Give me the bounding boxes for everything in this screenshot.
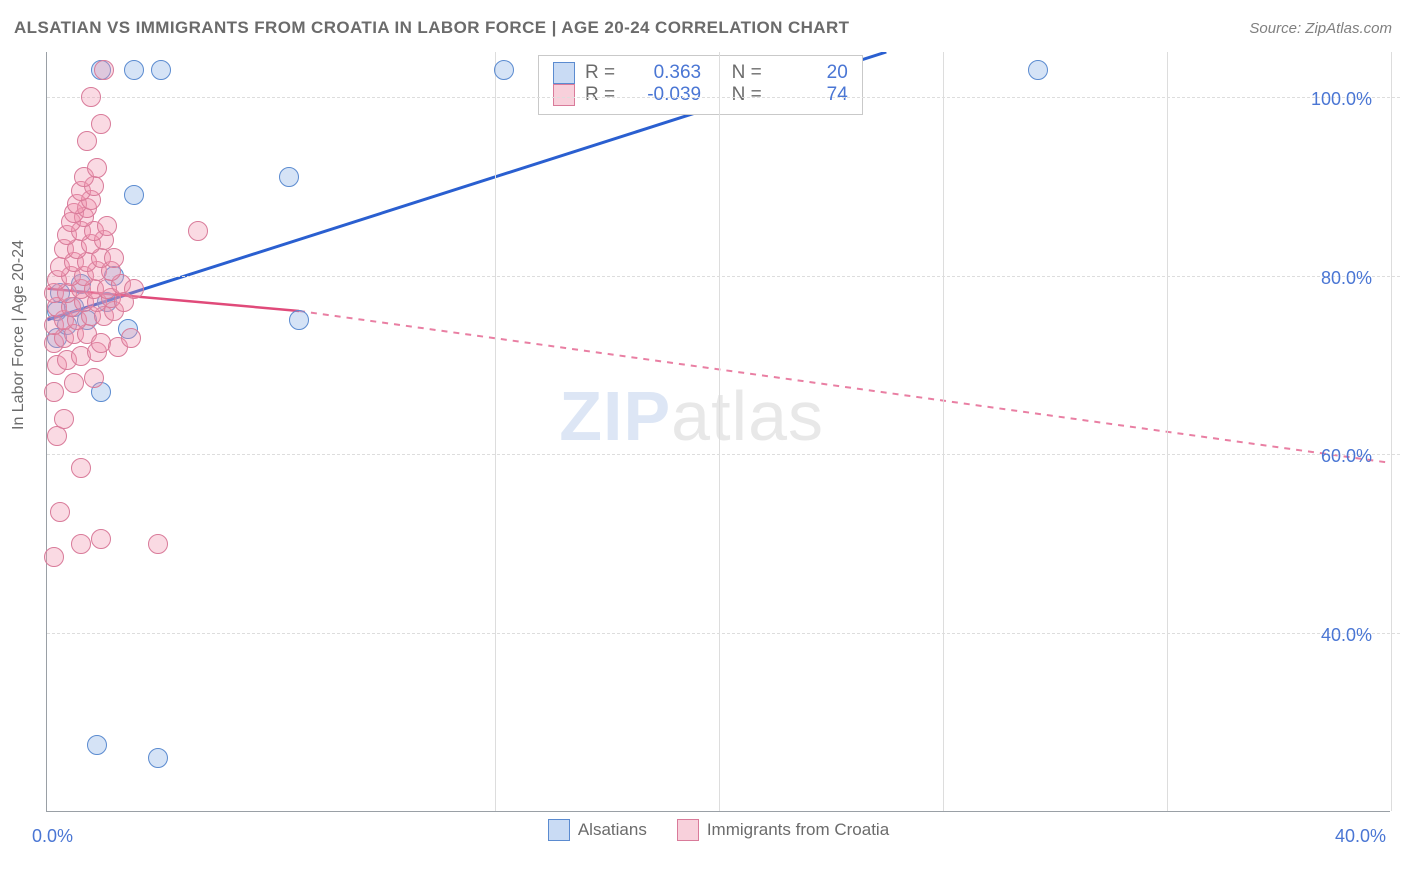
data-point <box>97 216 117 236</box>
data-point <box>84 368 104 388</box>
x-axis-max-label: 40.0% <box>1335 826 1386 847</box>
data-point <box>44 382 64 402</box>
gridline-h <box>47 454 1400 455</box>
legend-row-croatia: R = -0.039 N = 74 <box>553 84 848 106</box>
data-point <box>81 87 101 107</box>
scatter-plot: ZIPatlas R = 0.363 N = 20 R = -0.039 N =… <box>46 52 1390 812</box>
data-point <box>87 735 107 755</box>
gridline-h <box>47 276 1400 277</box>
watermark: ZIPatlas <box>559 376 824 456</box>
gridline-v <box>719 52 720 811</box>
data-point <box>47 426 67 446</box>
gridline-v <box>1391 52 1392 811</box>
legend-item-alsatians: Alsatians <box>548 819 647 841</box>
data-point <box>91 529 111 549</box>
y-tick-label: 80.0% <box>1321 268 1372 289</box>
gridline-v <box>943 52 944 811</box>
legend-row-alsatians: R = 0.363 N = 20 <box>553 62 848 84</box>
y-tick-label: 100.0% <box>1311 89 1372 110</box>
data-point <box>148 748 168 768</box>
header: ALSATIAN VS IMMIGRANTS FROM CROATIA IN L… <box>14 18 1392 38</box>
data-point <box>289 310 309 330</box>
data-point <box>91 114 111 134</box>
y-tick-label: 60.0% <box>1321 446 1372 467</box>
data-point <box>124 60 144 80</box>
legend-item-croatia: Immigrants from Croatia <box>677 819 889 841</box>
data-point <box>71 458 91 478</box>
data-point <box>494 60 514 80</box>
source-label: Source: ZipAtlas.com <box>1249 20 1392 37</box>
y-axis-label: In Labor Force | Age 20-24 <box>10 240 28 430</box>
chart-title: ALSATIAN VS IMMIGRANTS FROM CROATIA IN L… <box>14 18 849 38</box>
data-point <box>188 221 208 241</box>
data-point <box>121 328 141 348</box>
data-point <box>71 534 91 554</box>
data-point <box>148 534 168 554</box>
data-point <box>279 167 299 187</box>
gridline-h <box>47 97 1400 98</box>
data-point <box>64 373 84 393</box>
series-legend: Alsatians Immigrants from Croatia <box>47 819 1390 841</box>
data-point <box>50 502 70 522</box>
x-axis-min-label: 0.0% <box>32 826 73 847</box>
data-point <box>1028 60 1048 80</box>
gridline-h <box>47 633 1400 634</box>
data-point <box>124 279 144 299</box>
data-point <box>104 248 124 268</box>
data-point <box>54 409 74 429</box>
correlation-legend: R = 0.363 N = 20 R = -0.039 N = 74 <box>538 55 863 115</box>
data-point <box>94 60 114 80</box>
swatch-blue <box>553 62 575 84</box>
swatch-pink <box>553 84 575 106</box>
data-point <box>124 185 144 205</box>
data-point <box>87 158 107 178</box>
gridline-v <box>1167 52 1168 811</box>
swatch-pink-icon <box>677 819 699 841</box>
data-point <box>151 60 171 80</box>
data-point <box>77 131 97 151</box>
data-point <box>44 547 64 567</box>
gridline-v <box>495 52 496 811</box>
y-tick-label: 40.0% <box>1321 625 1372 646</box>
swatch-blue-icon <box>548 819 570 841</box>
